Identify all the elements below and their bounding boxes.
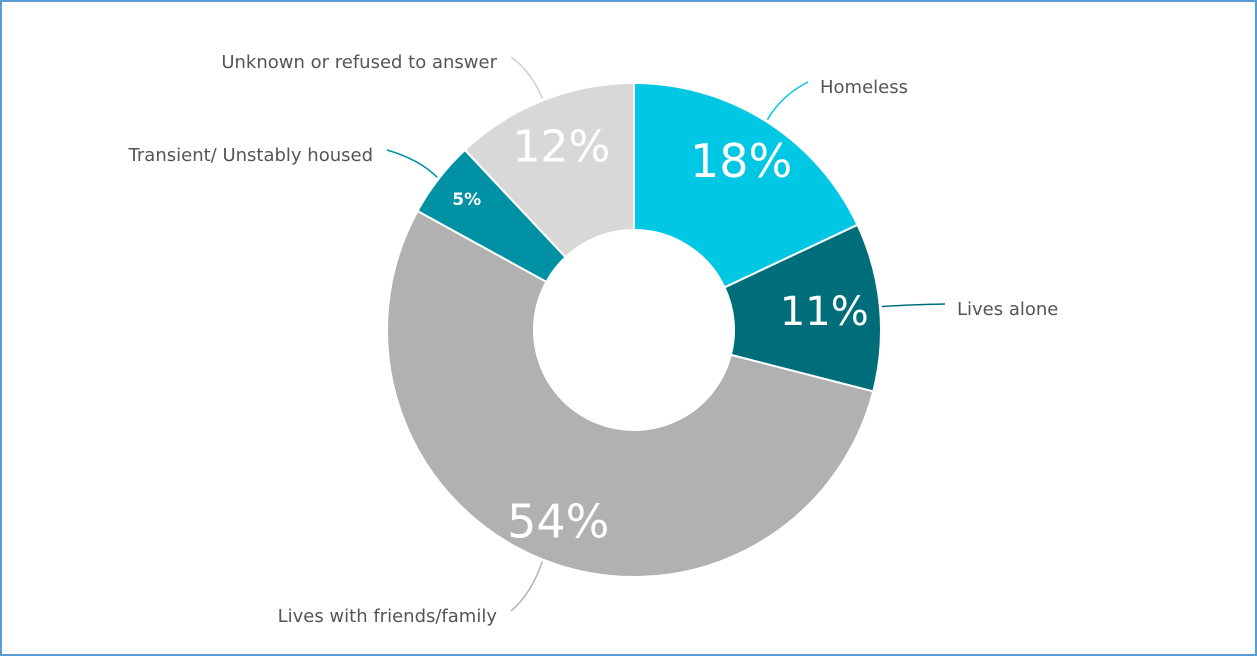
category-label-transient-unstably-housed: Transient/ Unstably housed — [128, 145, 373, 166]
leader-line-homeless — [767, 82, 808, 120]
leader-line-transient-unstably-housed — [387, 150, 437, 177]
value-label-unknown-or-refused-to-answer: 12% — [513, 121, 611, 172]
value-label-homeless: 18% — [690, 134, 792, 188]
category-label-unknown-or-refused-to-answer: Unknown or refused to answer — [221, 52, 497, 73]
value-label-lives-alone: 11% — [780, 289, 869, 335]
leader-line-lives-alone — [882, 304, 945, 307]
category-label-lives-with-friends-family: Lives with friends/family — [278, 606, 498, 627]
category-label-homeless: Homeless — [820, 77, 908, 98]
value-label-lives-with-friends-family: 54% — [507, 494, 609, 548]
leader-line-unknown-or-refused-to-answer — [511, 57, 542, 98]
value-label-transient-unstably-housed: 5% — [452, 190, 481, 210]
leader-line-lives-with-friends-family — [511, 562, 542, 611]
category-label-lives-alone: Lives alone — [957, 299, 1058, 320]
labels-layer: 18% Homeless 11% Lives alone 54% Lives with f… — [128, 52, 1059, 627]
